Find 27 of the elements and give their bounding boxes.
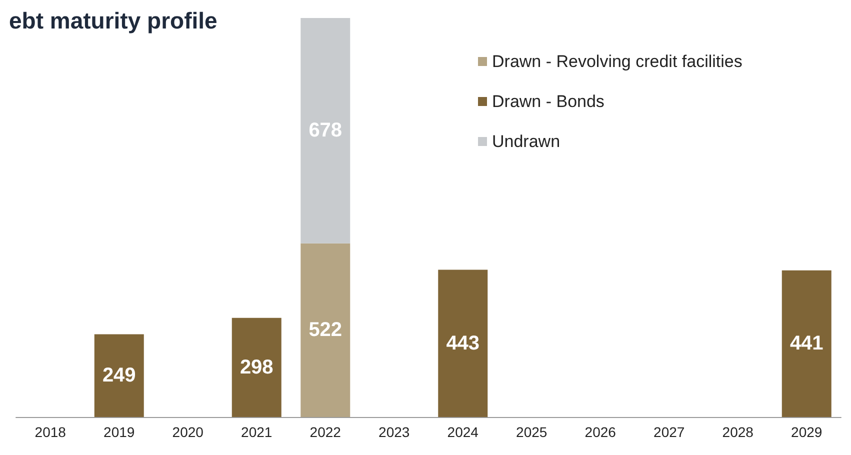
bar [232,318,282,417]
x-tick-label: 2020 [172,424,204,440]
bar [94,334,144,417]
legend-label: Drawn - Revolving credit facilities [492,52,742,71]
data-label: 298 [240,356,274,378]
x-tick-label: 2024 [447,424,479,440]
x-tick-label: 2018 [34,424,66,440]
legend-label: Undrawn [492,132,560,151]
bar [438,270,488,417]
x-tick-label: 2025 [516,424,548,440]
x-tick-label: 2029 [791,424,822,440]
x-tick-label: 2021 [241,424,272,440]
data-label: 522 [308,319,342,342]
x-tick-label: 2027 [654,424,685,440]
legend-label: Drawn - Bonds [492,92,604,111]
x-tick-label: 2022 [310,424,342,440]
x-tick-label: 2026 [584,424,616,440]
x-tick-label: 2023 [378,424,410,440]
bar [300,18,350,244]
x-tick-label: 2028 [722,424,754,440]
x-tick-label: 2019 [104,424,135,440]
data-label: 441 [790,332,824,355]
data-label: 443 [446,332,480,354]
chart-title: ebt maturity profile [9,8,218,34]
data-label: 249 [102,364,136,387]
bar [782,270,832,417]
bar [300,243,350,417]
